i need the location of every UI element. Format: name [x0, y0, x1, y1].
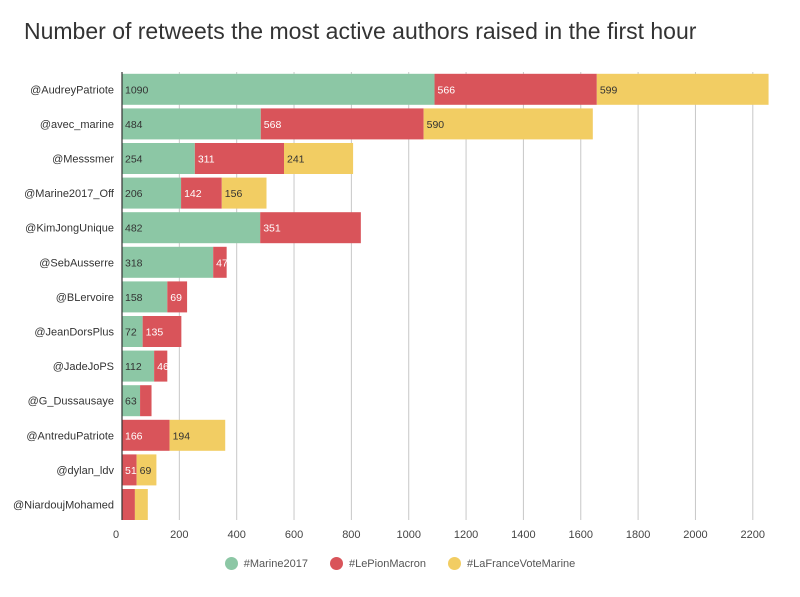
data-label: 254	[125, 154, 143, 166]
x-tick-label: 1800	[626, 529, 650, 541]
data-label: 484	[125, 119, 143, 131]
bar-segment	[122, 212, 261, 244]
data-label: 206	[125, 188, 143, 200]
x-tick-label: 1200	[454, 529, 478, 541]
axis-layer: 0 200 400 600 800 1000 1200 1400 1600 1800 2000 220…	[13, 72, 765, 541]
data-label: 135	[146, 327, 164, 339]
legend: #Marine2017 #LePionMacron #LaFranceVoteMar…	[0, 557, 800, 570]
category-label: @Marine2017_Off	[24, 188, 115, 200]
data-label: 568	[264, 119, 282, 131]
legend-item: #LePionMacron	[329, 557, 427, 570]
x-tick-label: 2000	[683, 529, 707, 541]
data-label: 72	[125, 327, 137, 339]
data-label: 566	[438, 84, 456, 96]
bar-segment	[260, 108, 424, 140]
stacked-bar-chart: 1090 566 599 484 568 590 254 311 241 206 142 156 482…	[13, 72, 769, 541]
bar-segment	[122, 489, 135, 520]
data-label: 69	[140, 465, 152, 477]
bar-segment	[136, 454, 157, 486]
category-label: @JadeJoPS	[53, 361, 114, 373]
legend-swatch	[224, 557, 238, 570]
data-label: 156	[225, 188, 243, 200]
data-label: 51	[125, 465, 137, 477]
category-label: @SebAusserre	[39, 257, 114, 269]
bar-segment	[142, 316, 182, 347]
bar-segment	[596, 73, 769, 105]
x-tick-label: 400	[228, 529, 246, 541]
data-label: 69	[170, 292, 182, 304]
x-tick-label: 1600	[569, 529, 593, 541]
category-label: @AudreyPatriote	[30, 84, 114, 96]
legend-label: #Marine2017	[243, 557, 308, 570]
data-label: 194	[173, 430, 191, 442]
data-label: 1090	[125, 84, 149, 96]
data-label: 112	[125, 361, 142, 373]
bar-segment	[434, 73, 597, 105]
bar-segment	[122, 316, 143, 347]
bar-segment	[423, 108, 593, 140]
bar-segment	[284, 143, 354, 174]
legend-swatch	[329, 557, 343, 570]
chart-title: Number of retweets the most active autho…	[24, 18, 697, 44]
bar-segment	[221, 177, 267, 209]
bar-segment	[181, 177, 222, 209]
x-tick-label: 2200	[741, 529, 765, 541]
data-label: 158	[125, 292, 143, 304]
category-label: @AntreduPatriote	[26, 430, 114, 442]
data-label: 482	[125, 223, 143, 235]
x-tick-label: 1000	[396, 529, 420, 541]
bar-segment	[194, 143, 284, 174]
x-tick-label: 0	[113, 529, 119, 541]
legend-item: #LaFranceVoteMarine	[448, 557, 575, 570]
category-label: @NiardoujMohamed	[13, 500, 114, 512]
bar-segment	[169, 419, 226, 451]
bar-segment	[122, 177, 182, 209]
bar-segment	[122, 143, 195, 174]
data-label: 47	[216, 257, 228, 269]
data-label: 351	[263, 223, 281, 235]
legend-label: #LePionMacron	[348, 557, 427, 570]
bar-segment	[122, 385, 141, 417]
x-tick-label: 200	[170, 529, 188, 541]
bar-segment	[122, 108, 261, 140]
bar-segment	[122, 73, 435, 105]
bar-segment	[154, 350, 168, 382]
data-label: 46	[157, 361, 169, 373]
x-tick-label: 1400	[511, 529, 535, 541]
category-label: @KimJongUnique	[25, 223, 114, 235]
bar-segment	[213, 246, 227, 278]
bar-segment	[167, 281, 188, 313]
data-label: 590	[427, 119, 445, 131]
category-label: @JeanDorsPlus	[34, 327, 114, 339]
data-label: 311	[198, 154, 215, 166]
legend-swatch	[448, 557, 462, 570]
bar-segment	[140, 385, 152, 417]
bar-segment	[122, 419, 170, 451]
category-label: @dylan_ldv	[56, 465, 114, 477]
data-label: 63	[125, 396, 137, 408]
category-label: @BLervoire	[56, 292, 114, 304]
category-label: @avec_marine	[40, 119, 114, 131]
bar-layer: 1090 566 599 484 568 590 254 311 241 206 142 156 482…	[122, 73, 769, 520]
data-label: 142	[184, 188, 202, 200]
data-label: 241	[287, 154, 305, 166]
data-label: 166	[125, 430, 143, 442]
data-label: 599	[600, 84, 618, 96]
x-tick-label: 800	[342, 529, 360, 541]
bar-segment	[260, 212, 361, 244]
category-label: @G_Dussausaye	[28, 396, 114, 408]
bar-segment	[122, 454, 137, 486]
bar-segment	[134, 489, 148, 520]
category-label: @Messsmer	[52, 154, 114, 166]
bar-segment	[122, 281, 168, 313]
bar-segment	[122, 350, 155, 382]
bar-segment	[122, 246, 214, 278]
legend-item: #Marine2017	[224, 557, 308, 570]
x-tick-label: 600	[285, 529, 303, 541]
data-label: 318	[125, 257, 143, 269]
legend-label: #LaFranceVoteMarine	[467, 557, 576, 570]
